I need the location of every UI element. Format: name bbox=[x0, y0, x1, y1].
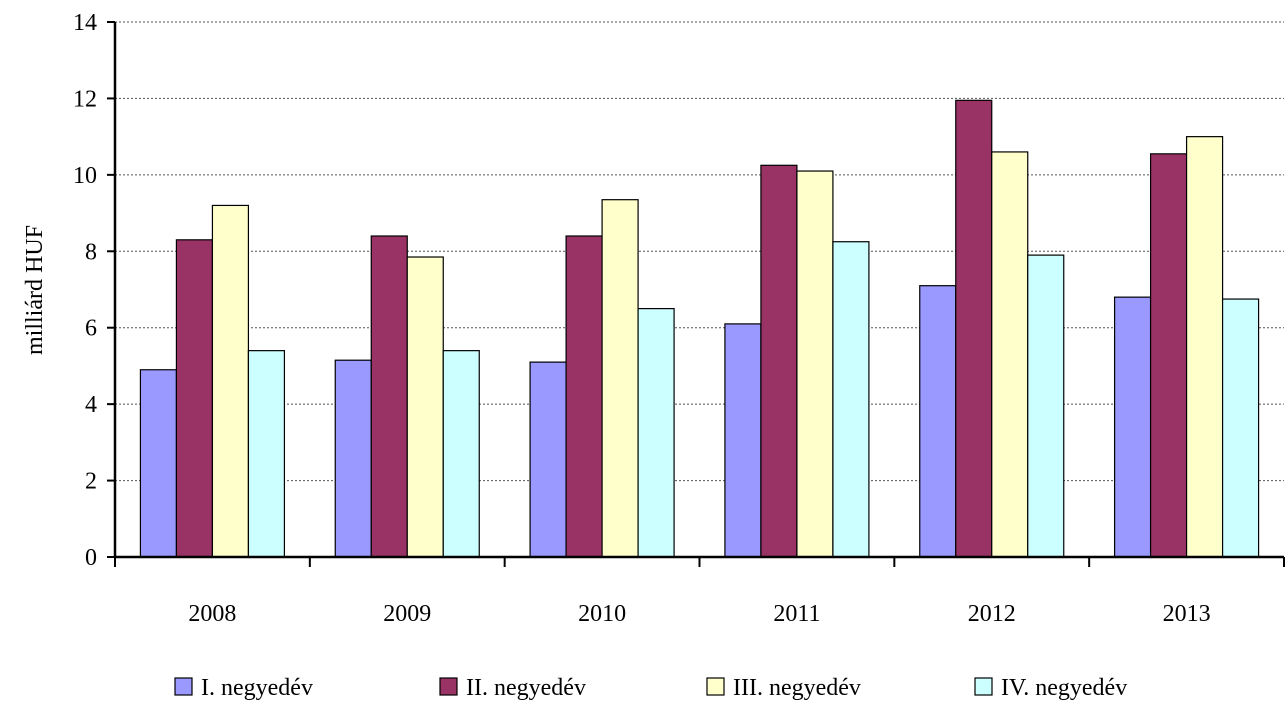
y-tick-label: 8 bbox=[85, 239, 97, 265]
y-tick-label: 0 bbox=[85, 545, 97, 571]
legend-swatch-3 bbox=[706, 677, 725, 696]
legend: I. negyedév II. negyedév III. negyedév IV. … bbox=[174, 675, 1127, 701]
bar-3-2010 bbox=[601, 199, 639, 558]
y-tick-label: 2 bbox=[85, 469, 97, 495]
bar-4-2010 bbox=[637, 308, 675, 558]
legend-swatch-4 bbox=[974, 677, 993, 696]
bar-3-2011 bbox=[796, 170, 834, 558]
bar-2-2011 bbox=[760, 164, 798, 558]
bar-4-2013 bbox=[1221, 298, 1260, 558]
x-tick-label: 2008 bbox=[188, 601, 236, 627]
x-tick-label: 2010 bbox=[578, 601, 626, 627]
bar-4-2008 bbox=[247, 350, 286, 558]
y-tick-label: 10 bbox=[73, 163, 97, 189]
y-tick-label: 14 bbox=[73, 10, 97, 36]
legend-label-4: IV. negyedév bbox=[1001, 675, 1127, 701]
y-tick-label: 4 bbox=[85, 392, 97, 418]
bar-4-2012 bbox=[1027, 254, 1065, 558]
x-tick-label: 2013 bbox=[1163, 601, 1211, 627]
bar-3-2013 bbox=[1185, 136, 1224, 558]
y-tick-label: 12 bbox=[73, 86, 97, 112]
legend-label-3: III. negyedév bbox=[733, 675, 861, 701]
bar-1-2011 bbox=[724, 323, 762, 558]
legend-label-1: I. negyedév bbox=[201, 675, 313, 701]
y-axis-title: milliárd HUF bbox=[22, 225, 48, 355]
bar-1-2008 bbox=[139, 369, 178, 558]
bar-2-2008 bbox=[175, 239, 214, 558]
legend-label-2: II. negyedév bbox=[466, 675, 586, 701]
bar-2-2010 bbox=[565, 235, 603, 558]
bar-2-2009 bbox=[370, 235, 408, 558]
bar-4-2009 bbox=[442, 350, 480, 558]
gridlines bbox=[115, 21, 1284, 482]
bar-1-2010 bbox=[529, 361, 567, 558]
bar-4-2011 bbox=[832, 241, 870, 558]
x-tick-label: 2011 bbox=[773, 601, 820, 627]
bars bbox=[139, 99, 1260, 558]
axes: 0 2 4 6 8 10 12 14 2008 2009 2010 2011 2012 2013 bbox=[73, 10, 1285, 627]
y-tick-label: 6 bbox=[85, 316, 97, 342]
x-tick-label: 2012 bbox=[968, 601, 1016, 627]
x-tick-label: 2009 bbox=[383, 601, 431, 627]
bar-1-2009 bbox=[334, 359, 372, 558]
legend-swatch-2 bbox=[439, 677, 458, 696]
bar-3-2012 bbox=[991, 151, 1029, 558]
bar-3-2009 bbox=[406, 256, 444, 558]
bar-1-2012 bbox=[919, 285, 957, 558]
bar-2-2013 bbox=[1149, 153, 1188, 558]
bar-2-2012 bbox=[955, 99, 993, 558]
legend-swatch-1 bbox=[174, 677, 193, 696]
bar-1-2013 bbox=[1113, 296, 1152, 558]
bar-3-2008 bbox=[211, 204, 250, 558]
